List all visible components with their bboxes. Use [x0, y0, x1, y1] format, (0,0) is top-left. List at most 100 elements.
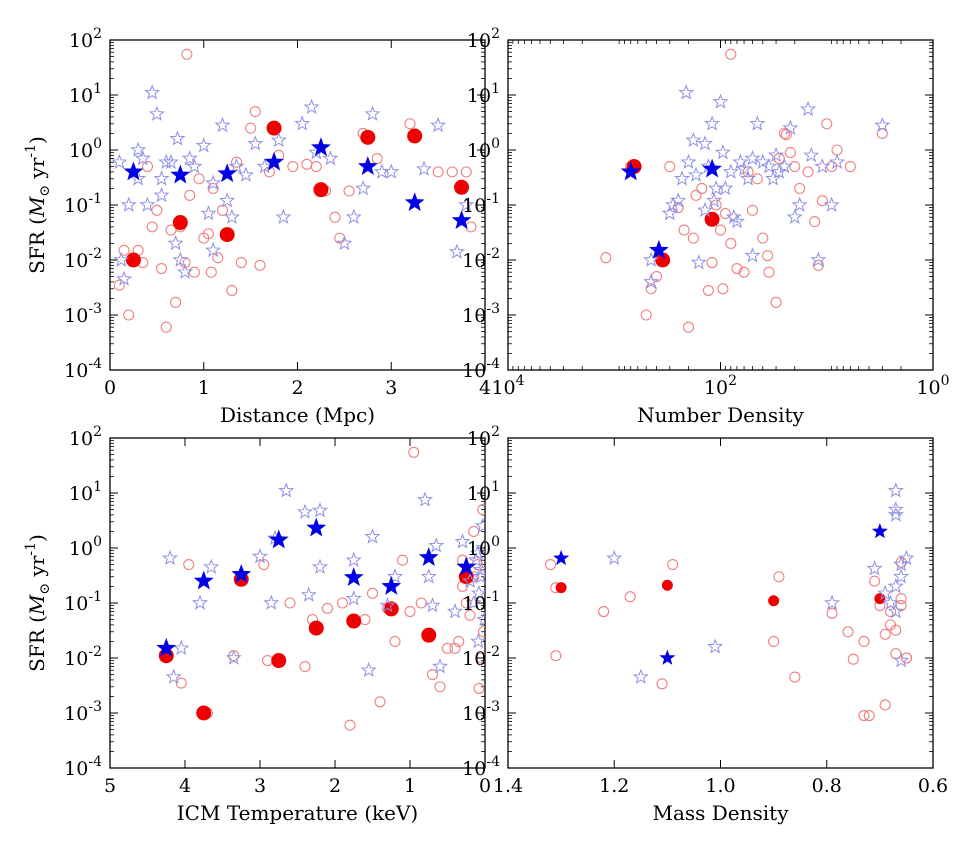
point-open-star	[814, 158, 831, 174]
point-open-star	[336, 235, 353, 251]
point-open-star	[416, 491, 434, 507]
y-tick-label: 10-2	[64, 246, 102, 272]
point-open-circle	[432, 166, 444, 178]
y-tick-label: 10-4	[462, 356, 500, 382]
x-tick-label: 1	[404, 775, 416, 797]
y-axis-label: SFR (M⊙ yr-1)	[23, 534, 53, 672]
point-open-star	[148, 105, 165, 121]
point-open-star	[322, 150, 339, 166]
point-open-star	[893, 568, 910, 584]
point-filled-star	[306, 517, 327, 537]
point-open-circle	[844, 161, 856, 173]
point-open-circle	[598, 605, 610, 618]
point-open-star	[173, 639, 190, 656]
point-filled-star	[404, 192, 425, 212]
point-open-star	[714, 144, 731, 160]
point-open-star	[364, 528, 381, 544]
point-open-circle	[329, 211, 341, 223]
point-open-star	[696, 135, 713, 151]
point-open-star	[776, 158, 793, 174]
point-filled-circle	[360, 129, 376, 145]
point-open-circle	[226, 284, 238, 296]
y-tick-label: 101	[467, 479, 500, 505]
point-filled-star	[343, 567, 364, 587]
x-tick-label: 4	[479, 377, 491, 399]
x-tick-label: 4	[179, 775, 191, 797]
point-open-star	[428, 537, 445, 553]
point-open-star	[111, 153, 128, 170]
point-filled-circle	[125, 252, 141, 268]
point-filled-circle	[196, 705, 212, 721]
point-open-star	[165, 668, 182, 684]
point-open-circle	[717, 283, 729, 295]
point-open-star	[685, 131, 702, 148]
y-tick-label: 10-4	[64, 356, 102, 382]
y-tick-label: 10-1	[462, 589, 500, 615]
point-open-star	[223, 208, 240, 225]
point-open-star	[606, 549, 623, 566]
x-tick-label: 100	[916, 373, 949, 399]
point-open-circle	[343, 185, 355, 197]
point-open-star	[169, 130, 186, 146]
point-open-star	[144, 84, 161, 100]
point-filled-circle	[346, 613, 362, 629]
point-open-star	[467, 551, 485, 568]
point-filled-star	[553, 549, 570, 566]
point-open-circle	[434, 681, 446, 693]
point-open-star	[887, 501, 904, 517]
point-open-circle	[446, 166, 458, 178]
point-open-circle	[170, 296, 182, 308]
y-tick-label: 10-3	[64, 699, 102, 725]
point-open-star	[176, 263, 194, 280]
point-open-star	[214, 116, 231, 133]
point-open-star	[379, 597, 396, 613]
point-open-star	[130, 170, 147, 186]
y-tick-label: 10-1	[64, 589, 102, 615]
point-open-star	[251, 548, 269, 564]
point-filled-star	[268, 529, 289, 549]
panel-distance: 10-4 10-3 10-2 10-1 100 101 102 0 1 2 3 4 Distance (…	[23, 26, 491, 427]
point-open-circle	[460, 597, 472, 609]
point-open-circle	[249, 106, 261, 118]
point-open-circle	[714, 224, 727, 236]
point-open-star	[219, 192, 236, 208]
point-open-circle	[773, 571, 785, 583]
y-tick-label: 102	[69, 424, 102, 450]
point-open-circle	[473, 682, 485, 694]
point-open-star	[728, 213, 745, 229]
point-open-circle	[235, 256, 247, 269]
point-open-star	[420, 568, 437, 584]
point-filled-star	[193, 570, 214, 590]
point-open-star	[446, 603, 464, 619]
point-filled-star	[620, 161, 641, 181]
point-open-circle	[667, 559, 679, 571]
point-open-circle	[245, 122, 257, 134]
point-open-circle	[118, 244, 130, 256]
point-open-star	[680, 153, 697, 170]
point-open-circle	[449, 642, 461, 654]
point-open-star	[167, 235, 184, 251]
y-tick-label: 100	[69, 534, 102, 560]
point-open-circle	[284, 597, 296, 609]
point-open-circle	[396, 554, 409, 566]
point-open-circle	[816, 195, 828, 207]
point-open-star	[113, 251, 130, 267]
point-filled-star	[217, 163, 238, 183]
point-open-circle	[156, 262, 168, 275]
point-open-circle	[794, 182, 806, 194]
point-open-circle	[826, 607, 838, 619]
point-open-star	[134, 150, 151, 166]
point-open-star	[474, 517, 485, 533]
y-tick-label: 10-4	[462, 754, 500, 780]
point-open-star	[225, 649, 242, 665]
point-filled-star	[456, 556, 477, 576]
y-tick-label: 101	[69, 479, 102, 505]
point-open-star	[476, 611, 485, 627]
point-open-star	[360, 661, 377, 678]
x-axis-label: Distance (Mpc)	[220, 403, 375, 427]
axes-frame	[109, 39, 486, 371]
point-open-circle	[212, 252, 224, 264]
point-open-circle	[746, 204, 759, 216]
y-tick-label: 102	[467, 424, 500, 450]
